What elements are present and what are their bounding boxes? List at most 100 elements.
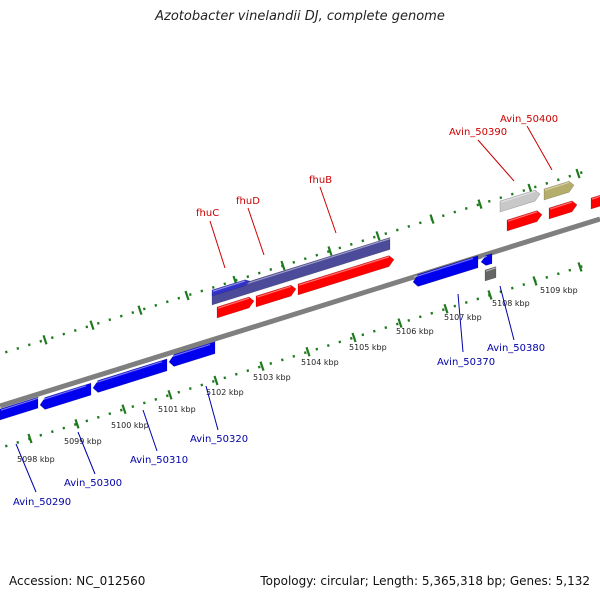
scale-tick-label: 5100 kbp: [111, 421, 149, 430]
bottom-scale-major-tick: [121, 404, 127, 415]
top-scale-major-tick: [327, 246, 333, 256]
callout-leader-avin50400: [526, 125, 553, 171]
top-scale-minor-tick: [165, 300, 169, 304]
bottom-scale-minor-tick: [211, 379, 215, 383]
top-scale-minor-tick: [96, 321, 100, 325]
top-scale-major-tick: [184, 290, 190, 301]
top-scale-minor-tick: [292, 260, 296, 264]
top-scale-minor-tick: [257, 271, 261, 275]
fhuC-upper-feature-highlight: [212, 280, 246, 292]
bottom-scale-minor-tick: [142, 401, 146, 405]
avin50320-gene-feature-highlight: [169, 343, 211, 358]
bottom-scale-minor-tick: [73, 423, 77, 426]
fhuC-gene-feature: [216, 296, 255, 319]
bottom-scale-minor-tick: [269, 362, 273, 365]
avin50390-gene-feature: [506, 210, 543, 232]
top-scale-minor-tick: [154, 303, 158, 307]
gene-label-avin50380: Avin_50380: [487, 343, 545, 354]
bottom-scale-minor-tick: [338, 340, 342, 344]
fhuC-gene-feature-highlight: [217, 297, 250, 309]
bottom-scale-minor-tick: [280, 358, 284, 362]
bottom-scale-minor-tick: [119, 408, 123, 412]
avin50310-gene-feature-highlight: [93, 361, 163, 384]
top-scale-minor-tick: [407, 224, 411, 228]
top-scale-minor-tick: [211, 285, 215, 289]
avin50290-gene-feature: [0, 396, 39, 421]
top-scale-minor-tick: [349, 242, 353, 246]
gene-label-avin50390: Avin_50390: [449, 127, 507, 138]
callout-leader-avin50390: [477, 139, 515, 182]
top-scale-major-tick: [89, 320, 95, 331]
scale-tick-label: 5101 kbp: [158, 405, 196, 414]
top-scale-minor-tick: [464, 207, 468, 210]
gene-label-avin50310: Avin_50310: [130, 455, 188, 466]
bottom-scale-minor-tick: [384, 326, 388, 330]
bottom-scale-major-tick: [577, 262, 583, 272]
bottom-scale-minor-tick: [441, 308, 445, 312]
bottom-scale-minor-tick: [16, 440, 20, 444]
bottom-scale-minor-tick: [315, 347, 319, 351]
top-scale-major-tick: [42, 334, 48, 345]
scale-tick-label: 5103 kbp: [253, 373, 291, 382]
bottom-scale-minor-tick: [349, 336, 353, 340]
top-scale-major-tick: [375, 231, 381, 241]
callout-leader-fhuB: [319, 186, 337, 234]
gene-callouts: fhuC fhuD fhuB Avin_50390 Avin_50400 Avin_502…: [13, 114, 558, 508]
avin50380-gene-feature-highlight: [481, 255, 488, 259]
top-scale-minor-tick: [188, 293, 192, 297]
top-scale-minor-tick: [234, 278, 238, 282]
top-scale-major-tick: [280, 260, 286, 271]
scale-tick-label: 5099 kbp: [64, 437, 102, 446]
gene-label-fhuB: fhuB: [309, 175, 332, 186]
scale-ticks-bottom: [4, 262, 583, 448]
bottom-scale-minor-tick: [418, 315, 422, 319]
gene-label-avin50370: Avin_50370: [437, 357, 495, 368]
top-scale-major-tick: [429, 214, 435, 224]
callout-leader-avin50310: [142, 409, 158, 452]
top-scale-minor-tick: [372, 235, 376, 239]
bottom-scale-minor-tick: [395, 322, 399, 326]
top-scale-minor-tick: [361, 239, 365, 243]
bottom-scale-major-tick: [27, 433, 33, 444]
top-scale-minor-tick: [73, 329, 77, 332]
fhuD-gene-feature-highlight: [256, 285, 292, 298]
scale-tick-labels: 5098 kbp 5099 kbp 5100 kbp 5101 kbp 5102 kbp…: [17, 286, 578, 464]
avin50370-gene-feature-highlight: [413, 257, 474, 278]
bottom-scale-minor-tick: [522, 283, 526, 287]
avin50290-gene-feature-highlight: [0, 397, 39, 411]
bottom-scale-minor-tick: [499, 290, 503, 294]
gene-label-avin50300: Avin_50300: [64, 478, 122, 489]
callout-leader-avin50370: [457, 293, 464, 353]
avin50300-gene-feature: [39, 382, 92, 410]
map-title: Azotobacter vinelandii DJ, complete geno…: [155, 9, 445, 24]
bottom-scale-minor-tick: [50, 430, 54, 434]
top-scale-minor-tick: [200, 289, 204, 293]
top-scale-minor-tick: [338, 246, 342, 250]
scale-tick-label: 5109 kbp: [540, 286, 578, 295]
scale-tick-label: 5108 kbp: [492, 299, 530, 308]
bottom-scale-minor-tick: [326, 344, 330, 348]
top-scale-minor-tick: [27, 343, 31, 347]
top-scale-minor-tick: [39, 339, 43, 343]
scale-tick-label: 5105 kbp: [349, 343, 387, 352]
bottom-scale-major-tick: [443, 303, 449, 314]
gene-label-avin50400: Avin_50400: [500, 114, 558, 125]
bottom-scale-major-tick: [487, 290, 493, 300]
gene-features: [0, 180, 600, 421]
top-scale-minor-tick: [50, 336, 54, 340]
top-scale-minor-tick: [384, 232, 388, 236]
scale-tick-label: 5102 kbp: [206, 388, 244, 397]
avin50380-small-feature: [484, 266, 497, 282]
genome-backbone: [0, 216, 600, 409]
avin50310-gene-feature: [92, 358, 168, 393]
top-scale-minor-tick: [223, 282, 227, 286]
avin50400-gene-feature-highlight: [549, 201, 573, 210]
top-scale-minor-tick: [269, 268, 273, 271]
bottom-scale-major-tick: [351, 332, 357, 343]
bottom-scale-minor-tick: [476, 297, 480, 301]
top-scale-minor-tick: [315, 253, 319, 257]
callout-leader-avin50380: [499, 285, 515, 341]
gene-label-avin50290: Avin_50290: [13, 497, 71, 508]
fhu-operon-feature: [211, 237, 391, 306]
